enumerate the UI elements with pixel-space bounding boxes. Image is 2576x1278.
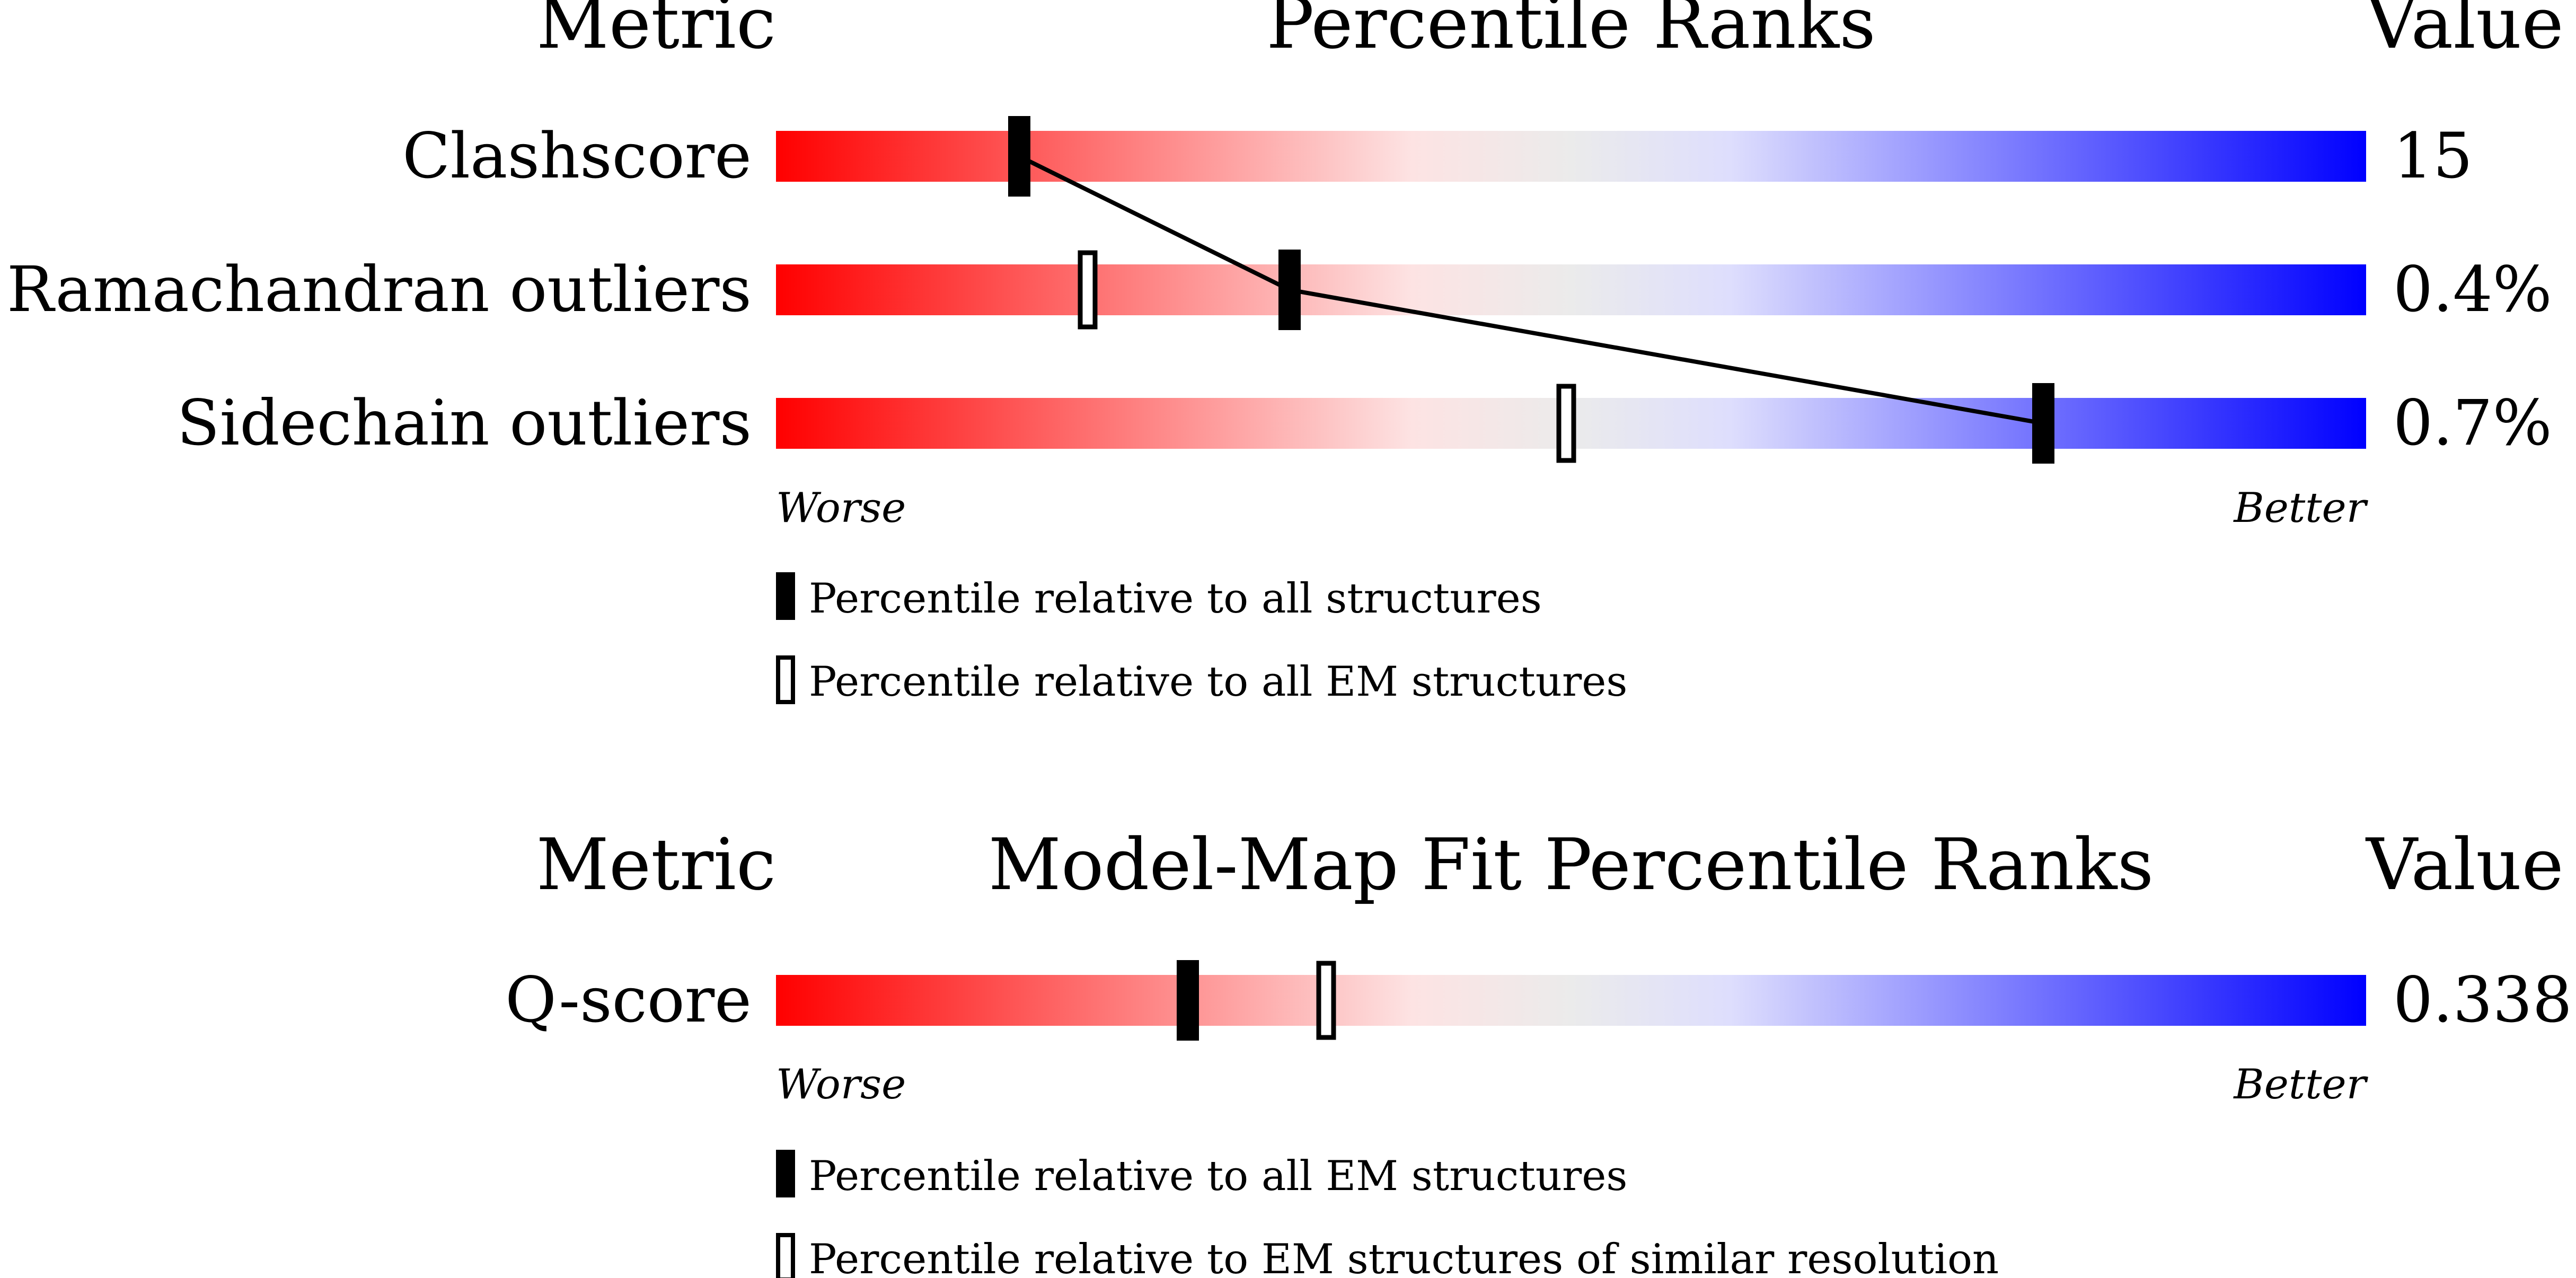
- better-label: Better: [2233, 1061, 2368, 1108]
- legend-filled-marker-icon: [776, 1150, 795, 1197]
- metric-label: Ramachandran outliers: [7, 253, 752, 326]
- metric-label: Clashscore: [402, 119, 752, 192]
- metric-value: 15: [2393, 119, 2473, 192]
- value-header: Value: [2365, 0, 2564, 65]
- chart-title: Model-Map Fit Percentile Ranks: [989, 823, 2154, 906]
- metric-label: Sidechain outliers: [177, 386, 752, 459]
- legend-open-marker-icon: [776, 1233, 795, 1278]
- legend-item: Percentile relative to all EM structures: [776, 655, 1627, 706]
- metric-row: Clashscore 15: [402, 116, 2473, 197]
- legend-open-marker-icon: [776, 655, 795, 704]
- metric-value: 0.338: [2393, 963, 2572, 1036]
- subset-percentile-marker: [1556, 384, 1576, 463]
- percentile-scale-bar: [776, 975, 2366, 1026]
- all-percentile-marker: [1177, 960, 1199, 1041]
- worse-label: Worse: [776, 1061, 906, 1108]
- legend-item: Percentile relative to EM structures of …: [776, 1233, 1999, 1278]
- metric-row: Q-score 0.338: [505, 960, 2572, 1041]
- legend-item: Percentile relative to all EM structures: [776, 1150, 1627, 1200]
- percentile-scale-bar: [776, 264, 2366, 315]
- metric-header: Metric: [536, 0, 776, 65]
- legend-text: Percentile relative to EM structures of …: [809, 1236, 1999, 1278]
- metric-value: 0.4%: [2393, 253, 2552, 326]
- metric-row: Sidechain outliers 0.7%: [177, 383, 2552, 464]
- subset-percentile-marker: [1316, 961, 1336, 1040]
- metric-label: Q-score: [505, 963, 752, 1036]
- legend-text: Percentile relative to all structures: [809, 575, 1542, 623]
- worse-label: Worse: [776, 484, 906, 532]
- subset-percentile-marker: [1078, 250, 1098, 330]
- percentile-connector-line: [1018, 154, 2044, 425]
- better-label: Better: [2233, 484, 2368, 532]
- metric-value: 0.7%: [2393, 386, 2552, 459]
- legend-text: Percentile relative to all EM structures: [809, 1152, 1627, 1200]
- legend-text: Percentile relative to all EM structures: [809, 658, 1627, 706]
- percentile-scale-bar: [776, 131, 2366, 182]
- chart-title: Percentile Ranks: [1266, 0, 1876, 65]
- legend-item: Percentile relative to all structures: [776, 572, 1542, 623]
- metric-header: Metric: [536, 823, 776, 906]
- value-header: Value: [2365, 823, 2564, 906]
- metric-row: Ramachandran outliers 0.4%: [7, 250, 2552, 330]
- chart-panel-1: Metric Percentile Ranks Value Clashscore 15 R…: [7, 0, 2564, 706]
- chart-panel-2: Metric Model-Map Fit Percentile Ranks Valu…: [505, 823, 2572, 1278]
- legend-filled-marker-icon: [776, 572, 795, 620]
